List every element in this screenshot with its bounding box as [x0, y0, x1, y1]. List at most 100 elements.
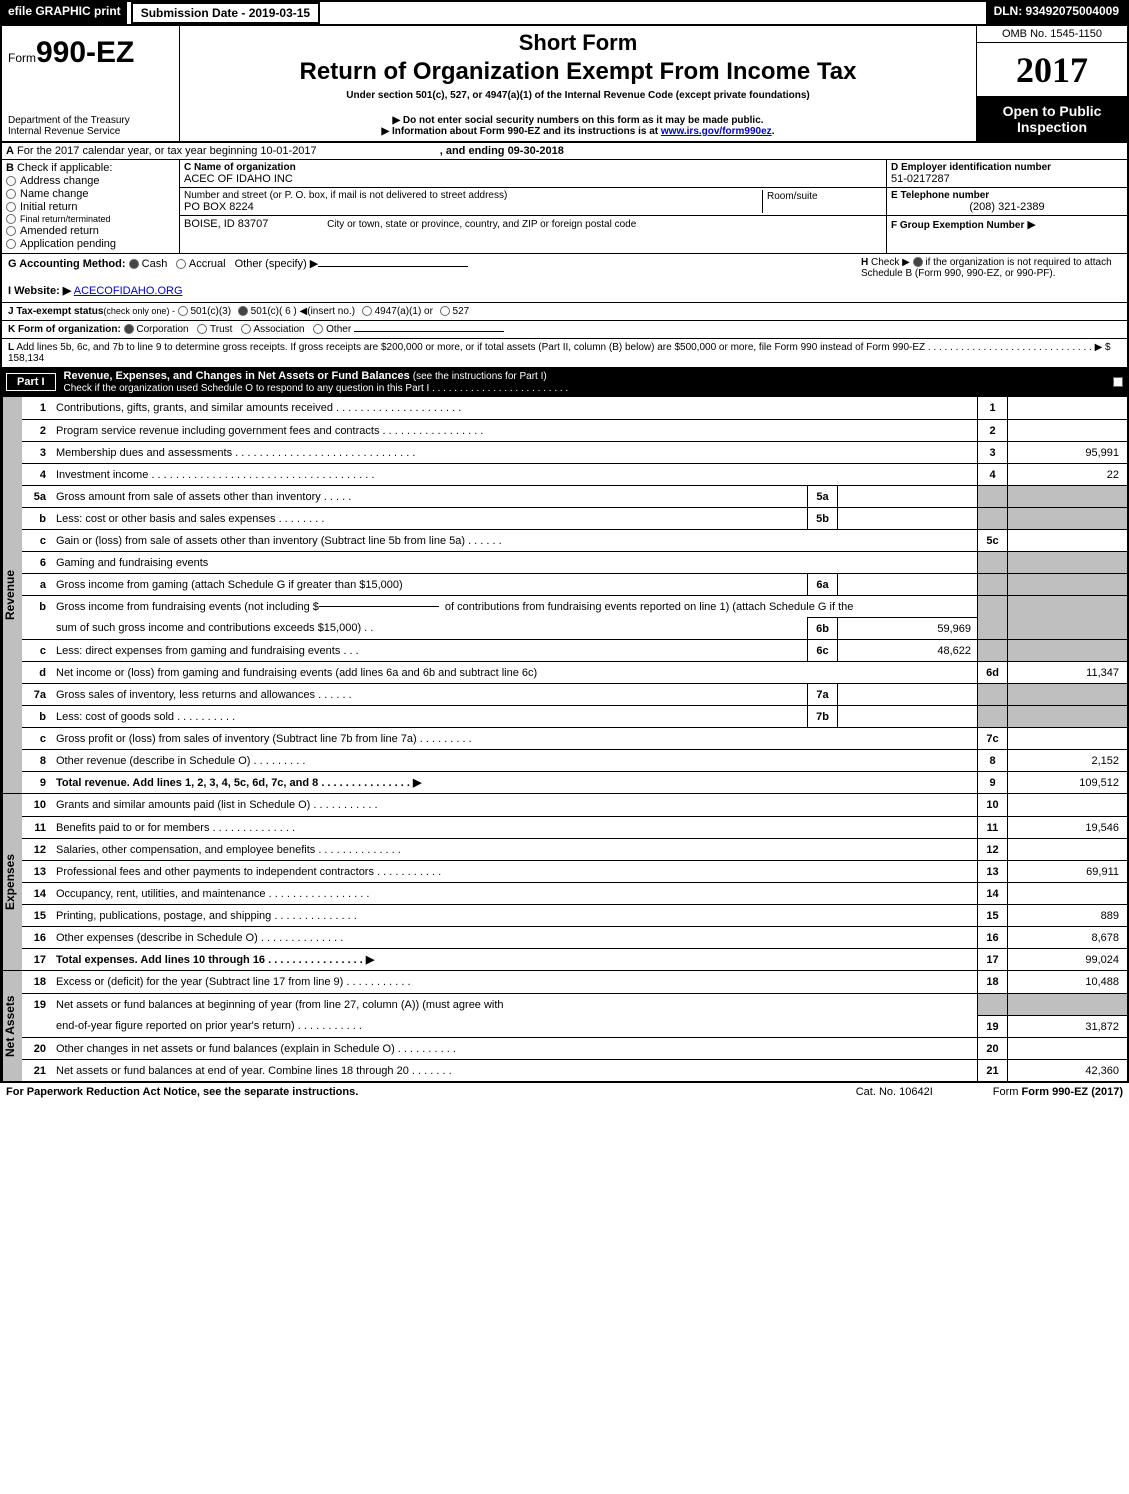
ln6c-num: c: [22, 640, 50, 661]
ein-label: D Employer identification number: [891, 162, 1123, 173]
chk-initial-return[interactable]: Initial return: [6, 201, 175, 213]
line-14: 14 Occupancy, rent, utilities, and maint…: [22, 882, 1127, 904]
radio-icon: [6, 214, 16, 224]
irs-link[interactable]: www.irs.gov/form990ez: [661, 126, 772, 137]
radio-527-icon[interactable]: [440, 306, 450, 316]
line-11: 11 Benefits paid to or for members . . .…: [22, 816, 1127, 838]
line-a-prefix: A: [6, 145, 14, 157]
ln7a-num: 7a: [22, 684, 50, 705]
line-a: A For the 2017 calendar year, or tax yea…: [2, 141, 1127, 159]
line-9: 9 Total revenue. Add lines 1, 2, 3, 4, 5…: [22, 771, 1127, 793]
ln6a-desc: Gross income from gaming (attach Schedul…: [50, 574, 807, 595]
opt-527: 527: [453, 306, 470, 317]
period: .: [772, 126, 775, 137]
tax-exempt-label: J Tax-exempt status: [8, 306, 103, 317]
other-org-input[interactable]: [354, 331, 504, 332]
line-17: 17 Total expenses. Add lines 10 through …: [22, 948, 1127, 970]
ln8-amt: 2,152: [1007, 750, 1127, 771]
chk-final-return[interactable]: Final return/terminated: [6, 214, 175, 224]
ln6d-desc: Net income or (loss) from gaming and fun…: [50, 662, 977, 683]
opt-initial: Initial return: [20, 201, 77, 213]
ln5a-midamt: [837, 486, 977, 507]
other-specify-input[interactable]: [318, 266, 468, 267]
ln1-box: 1: [977, 397, 1007, 419]
ln7b-midamt: [837, 706, 977, 727]
line-12: 12 Salaries, other compensation, and emp…: [22, 838, 1127, 860]
ln17-desc: Total expenses. Add lines 10 through 16 …: [50, 949, 977, 970]
footer-cat: Cat. No. 10642I: [856, 1086, 933, 1098]
ln6a-num: a: [22, 574, 50, 595]
form-header: Form990-EZ Department of the Treasury In…: [2, 26, 1127, 141]
radio-assoc-icon[interactable]: [241, 324, 251, 334]
line-a-text: For the 2017 calendar year, or tax year …: [17, 145, 317, 157]
website-link[interactable]: ACECOFIDAHO.ORG: [74, 285, 183, 297]
radio-501c3-icon[interactable]: [178, 306, 188, 316]
opt-501c: 501(c)( 6 ) ◀(insert no.): [251, 306, 355, 317]
radio-corp-icon[interactable]: [124, 324, 134, 334]
row-b-to-f: B Check if applicable: Address change Na…: [2, 159, 1127, 253]
radio-accrual-icon[interactable]: [176, 259, 186, 269]
ln6b-input[interactable]: [319, 606, 439, 607]
radio-trust-icon[interactable]: [197, 324, 207, 334]
top-bar: efile GRAPHIC print Submission Date - 20…: [2, 2, 1127, 26]
ln7a-mid: 7a: [807, 684, 837, 705]
year-block: OMB No. 1545-1150 2017 Open to Public In…: [977, 26, 1127, 141]
ln6b-d2: of contributions from fundraising events…: [445, 601, 853, 613]
chk-amended-return[interactable]: Amended return: [6, 225, 175, 237]
efile-print-button[interactable]: efile GRAPHIC print: [2, 2, 127, 24]
line-19b: end-of-year figure reported on prior yea…: [22, 1015, 1127, 1037]
ln3-num: 3: [22, 442, 50, 463]
ln17-box: 17: [977, 949, 1007, 970]
check-h-icon[interactable]: [913, 257, 923, 267]
form-id-block: Form990-EZ Department of the Treasury In…: [2, 26, 180, 141]
ln15-desc: Printing, publications, postage, and shi…: [50, 905, 977, 926]
footer-right: Form Form 990-EZ (2017): [993, 1086, 1123, 1098]
ln13-num: 13: [22, 861, 50, 882]
tax-exempt-note: (check only one) -: [103, 306, 175, 316]
line-20: 20 Other changes in net assets or fund b…: [22, 1037, 1127, 1059]
ln11-box: 11: [977, 817, 1007, 838]
radio-cash-icon[interactable]: [129, 259, 139, 269]
line-10: 10 Grants and similar amounts paid (list…: [22, 794, 1127, 816]
radio-501c-icon[interactable]: [238, 306, 248, 316]
schedule-o-checkbox[interactable]: [1113, 377, 1123, 387]
group-exemption-label: F Group Exemption Number: [891, 220, 1024, 231]
ln19-desc: Net assets or fund balances at beginning…: [50, 994, 977, 1015]
ln8-num: 8: [22, 750, 50, 771]
ln5a-amt-gray: [1007, 486, 1127, 507]
line-13: 13 Professional fees and other payments …: [22, 860, 1127, 882]
radio-4947-icon[interactable]: [362, 306, 372, 316]
ln15-num: 15: [22, 905, 50, 926]
ln21-desc: Net assets or fund balances at end of ye…: [50, 1060, 977, 1081]
opt-other: Other: [326, 324, 351, 335]
ln6a-amt-gray: [1007, 574, 1127, 595]
ln6b-mid: 6b: [807, 617, 837, 639]
ln18-amt: 10,488: [1007, 971, 1127, 993]
chk-name-change[interactable]: Name change: [6, 188, 175, 200]
ln5c-desc: Gain or (loss) from sale of assets other…: [50, 530, 977, 551]
line-k: K Form of organization: Corporation Trus…: [2, 320, 1127, 338]
ln6b-box-gray: [977, 596, 1007, 617]
street-label: Number and street (or P. O. box, if mail…: [184, 190, 762, 201]
ln9-num: 9: [22, 772, 50, 793]
ln20-amt: [1007, 1038, 1127, 1059]
ln5c-box: 5c: [977, 530, 1007, 551]
line-16: 16 Other expenses (describe in Schedule …: [22, 926, 1127, 948]
ln9-amt: 109,512: [1007, 772, 1127, 793]
ln19-box: 19: [977, 1015, 1007, 1037]
dln-number: DLN: 93492075004009: [986, 2, 1127, 24]
box-d-e-f: D Employer identification number 51-0217…: [887, 160, 1127, 253]
ln6d-num: d: [22, 662, 50, 683]
ln6c-midamt: 48,622: [837, 640, 977, 661]
short-form-title: Short Form: [190, 30, 966, 56]
ln1-num: 1: [22, 397, 50, 419]
ln6b-amt-gray: [1007, 596, 1127, 617]
accounting-method-label: G Accounting Method:: [8, 258, 126, 270]
radio-other-icon[interactable]: [313, 324, 323, 334]
ln9-desc-text: Total revenue. Add lines 1, 2, 3, 4, 5c,…: [56, 776, 421, 789]
box-b: B Check if applicable: Address change Na…: [2, 160, 180, 253]
part-i-label: Part I: [6, 373, 56, 391]
chk-address-change[interactable]: Address change: [6, 175, 175, 187]
chk-application-pending[interactable]: Application pending: [6, 238, 175, 250]
ln7c-box: 7c: [977, 728, 1007, 749]
